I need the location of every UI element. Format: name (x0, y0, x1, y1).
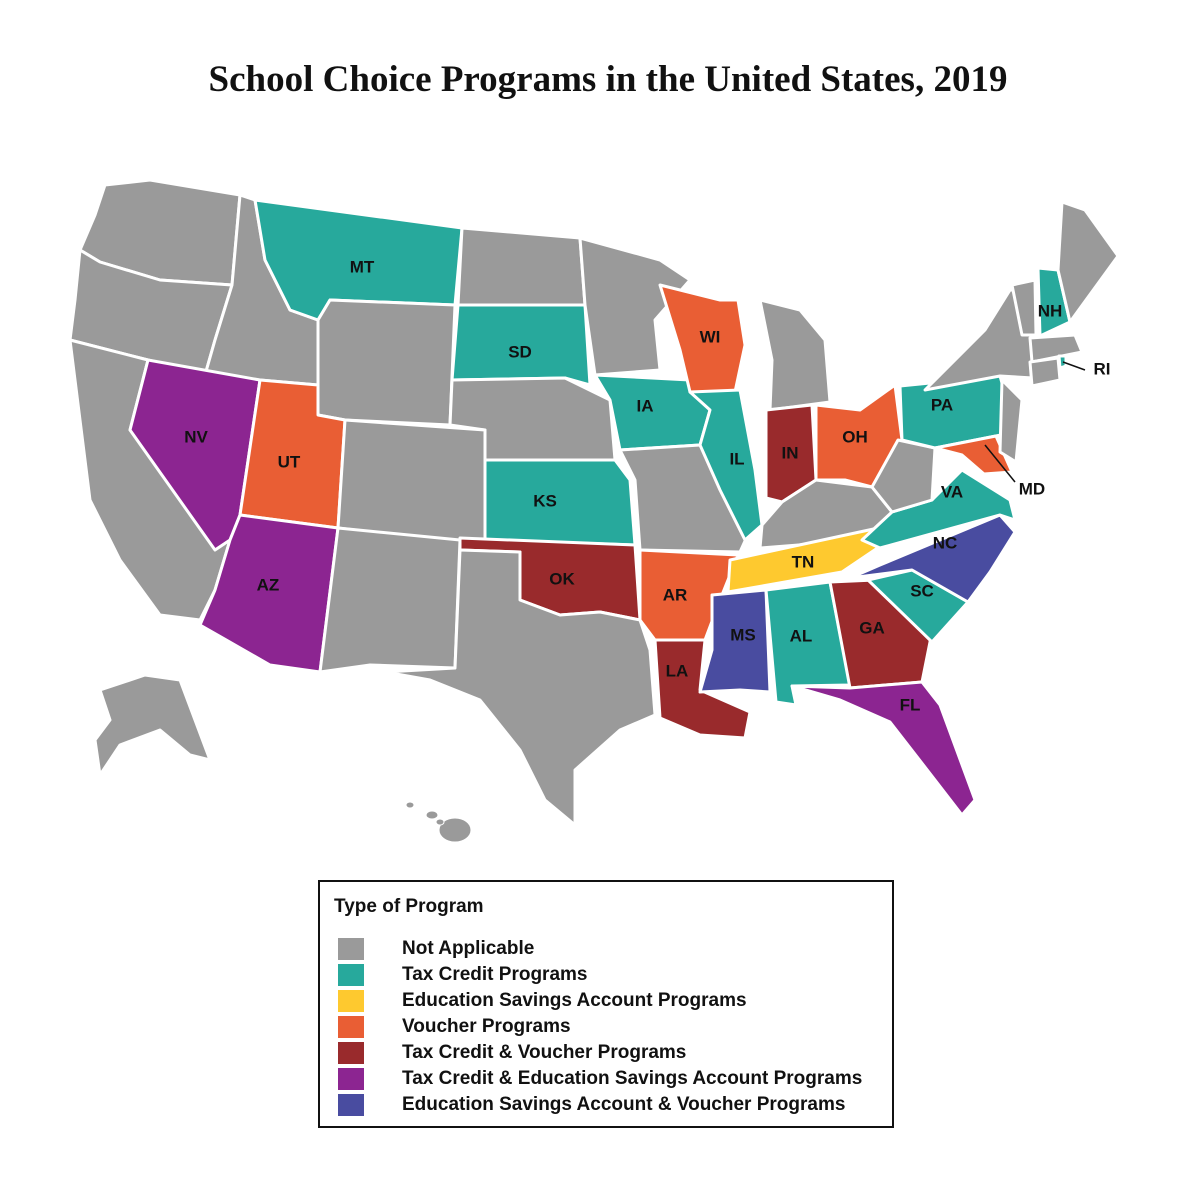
state-wv (870, 438, 937, 514)
state-ct (1028, 356, 1062, 388)
state-nc (848, 513, 1017, 604)
legend-item-esa: Education Savings Account Programs (338, 988, 747, 1014)
state-label-sc: SC (910, 581, 934, 600)
state-mn (578, 236, 692, 377)
state-wy (316, 298, 457, 427)
state-hi (435, 818, 445, 826)
state-fl (790, 680, 977, 817)
state-ma (1028, 333, 1084, 364)
state-label-ms: MS (730, 625, 756, 644)
state-label-ok: OK (549, 569, 575, 588)
legend-item-tax-credit: Tax Credit Programs (338, 962, 587, 988)
state-label-fl: FL (900, 695, 921, 714)
legend-swatch (338, 1068, 364, 1090)
legend-item-esa-voucher: Education Savings Account & Voucher Prog… (338, 1092, 845, 1118)
state-tx (383, 548, 657, 827)
state-la (653, 638, 752, 740)
state-label-nv: NV (184, 427, 208, 446)
state-ks (483, 458, 637, 547)
legend-item-tax-credit-voucher: Tax Credit & Voucher Programs (338, 1040, 686, 1066)
state-label-ks: KS (533, 491, 557, 510)
state-label-pa: PA (931, 395, 953, 414)
state-wi (658, 283, 747, 394)
state-label-mt: MT (350, 257, 375, 276)
state-nm (318, 526, 462, 674)
state-label-oh: OH (842, 427, 868, 446)
state-label-il: IL (729, 449, 744, 468)
state-nj (998, 378, 1024, 464)
legend-title: Type of Program (334, 896, 484, 917)
legend-swatch (338, 938, 364, 960)
state-mi (758, 298, 832, 412)
state-label-tn: TN (792, 552, 815, 571)
state-tn (726, 523, 894, 594)
state-label-in: IN (782, 443, 799, 462)
callout-line-md (984, 444, 1016, 483)
map-title: School Choice Programs in the United Sta… (208, 59, 1008, 100)
legend-item-not-applicable: Not Applicable (338, 936, 534, 962)
legend-swatch (338, 1016, 364, 1038)
state-label-az: AZ (257, 575, 280, 594)
state-il (688, 388, 764, 542)
state-co (336, 418, 487, 547)
state-me (1056, 200, 1120, 324)
legend-swatch (338, 964, 364, 986)
state-hi (405, 801, 415, 809)
state-md (933, 434, 1014, 476)
state-ak (93, 673, 212, 777)
state-label-ar: AR (663, 585, 688, 604)
state-label-ia: IA (637, 396, 654, 415)
state-hi (425, 810, 439, 820)
state-sd (450, 303, 592, 387)
state-vt (1010, 278, 1038, 337)
state-label-sd: SD (508, 342, 532, 361)
legend-item-voucher: Voucher Programs (338, 1014, 571, 1040)
state-label-ga: GA (859, 618, 885, 637)
state-label-md: MD (1019, 479, 1045, 498)
state-label-va: VA (941, 482, 963, 501)
us-map: MT SD KS IA IL PA VA SC AL NH TN UT WI OH AR IN OK LA GA NV… (68, 178, 1120, 843)
legend-swatch (338, 1042, 364, 1064)
state-hi (438, 817, 472, 843)
callout-line-ri (1062, 361, 1086, 371)
state-label-nc: NC (933, 533, 958, 552)
state-label-ri: RI (1094, 359, 1111, 378)
state-ri (1057, 354, 1068, 370)
state-label-nh: NH (1038, 301, 1063, 320)
legend: Type of Program Not Applicable Tax Credi… (318, 880, 894, 1128)
legend-item-tax-credit-esa: Tax Credit & Education Savings Account P… (338, 1066, 862, 1092)
state-label-wi: WI (700, 327, 721, 346)
state-label-ut: UT (278, 452, 301, 471)
state-label-la: LA (666, 661, 689, 680)
state-pa (898, 374, 1018, 450)
state-label-al: AL (790, 626, 813, 645)
legend-swatch (338, 990, 364, 1012)
state-nd (456, 226, 587, 307)
legend-swatch (338, 1094, 364, 1116)
